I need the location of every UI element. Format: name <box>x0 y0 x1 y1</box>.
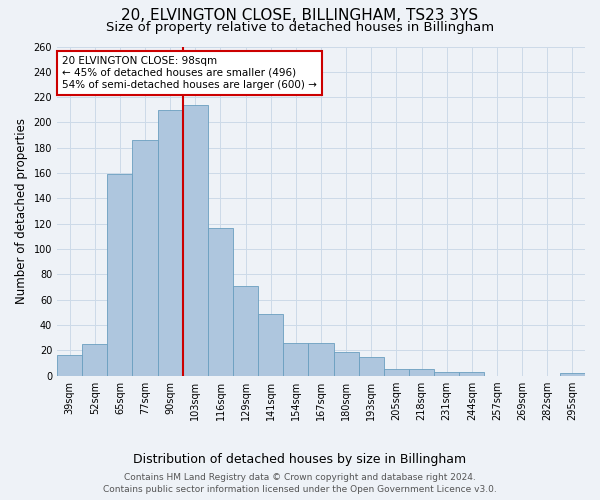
Text: 20, ELVINGTON CLOSE, BILLINGHAM, TS23 3YS: 20, ELVINGTON CLOSE, BILLINGHAM, TS23 3Y… <box>121 8 479 22</box>
Bar <box>434 372 459 376</box>
Text: Distribution of detached houses by size in Billingham: Distribution of detached houses by size … <box>133 452 467 466</box>
Bar <box>359 356 384 376</box>
Text: Size of property relative to detached houses in Billingham: Size of property relative to detached ho… <box>106 21 494 34</box>
Bar <box>233 286 258 376</box>
Bar <box>283 342 308 376</box>
Bar <box>334 352 359 376</box>
Text: 20 ELVINGTON CLOSE: 98sqm
← 45% of detached houses are smaller (496)
54% of semi: 20 ELVINGTON CLOSE: 98sqm ← 45% of detac… <box>62 56 317 90</box>
Bar <box>459 372 484 376</box>
Text: Contains HM Land Registry data © Crown copyright and database right 2024.
Contai: Contains HM Land Registry data © Crown c… <box>103 472 497 494</box>
Y-axis label: Number of detached properties: Number of detached properties <box>15 118 28 304</box>
Bar <box>258 314 283 376</box>
Bar <box>308 342 334 376</box>
Bar <box>82 344 107 376</box>
Bar <box>560 373 585 376</box>
Bar <box>107 174 133 376</box>
Bar <box>158 110 183 376</box>
Bar <box>409 370 434 376</box>
Bar <box>133 140 158 376</box>
Bar <box>183 104 208 376</box>
Bar <box>57 356 82 376</box>
Bar <box>384 370 409 376</box>
Bar <box>208 228 233 376</box>
